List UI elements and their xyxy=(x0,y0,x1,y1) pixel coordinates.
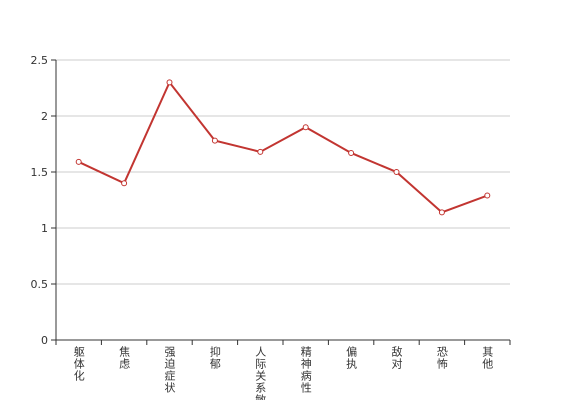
point xyxy=(75,158,82,165)
point xyxy=(166,79,173,86)
x-tick-label: 精神病性 xyxy=(299,346,312,394)
point xyxy=(257,148,264,155)
x-tick-label: 其他 xyxy=(481,346,494,370)
point xyxy=(348,149,355,156)
point xyxy=(211,137,218,144)
x-tick-label: 焦虑 xyxy=(118,346,131,370)
point xyxy=(393,169,400,175)
y-tick-label: 2 xyxy=(41,110,48,123)
y-tick-label: 2.5 xyxy=(31,54,49,67)
x-tick-label: 抑郁 xyxy=(208,345,221,370)
y-tick-label: 0.5 xyxy=(31,278,49,291)
x-tick-label: 恐怖 xyxy=(435,346,448,370)
y-tick-label: 1.5 xyxy=(31,166,49,179)
point xyxy=(121,180,128,187)
x-tick-label: 偏执 xyxy=(345,345,358,370)
point xyxy=(484,192,491,199)
y-tick-label: 0 xyxy=(41,334,48,347)
x-tick-label: 强迫症状 xyxy=(163,346,176,394)
line xyxy=(78,80,488,214)
y-tick-label: 1 xyxy=(41,222,48,235)
x-tick-label: 躯体化 xyxy=(72,346,85,382)
x-tick-label: 人际关系敏感 xyxy=(254,346,267,400)
point xyxy=(438,209,445,216)
x-tick-label: 敌对 xyxy=(390,345,403,370)
point xyxy=(302,124,309,131)
